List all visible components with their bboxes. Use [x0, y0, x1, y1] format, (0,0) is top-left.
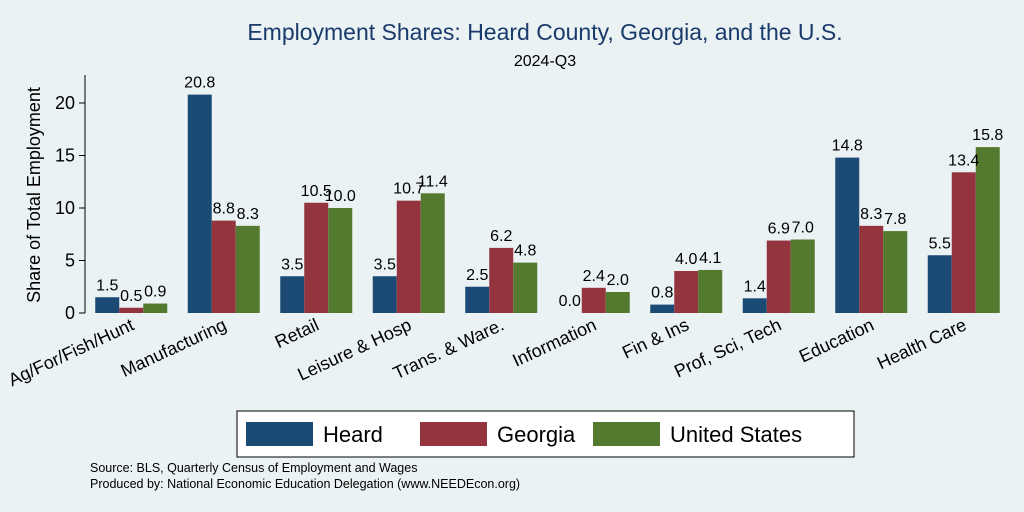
y-tick-label: 15	[55, 146, 75, 166]
data-label: 10.0	[325, 188, 356, 205]
data-label: 6.2	[490, 228, 512, 245]
data-label: 10.7	[393, 181, 424, 198]
legend-swatch	[420, 422, 487, 446]
data-label: 4.0	[675, 251, 697, 268]
bar	[211, 220, 236, 313]
legend-label: United States	[670, 422, 802, 447]
legend-swatch	[593, 422, 660, 446]
producer-note: Produced by: National Economic Education…	[90, 477, 520, 491]
bar	[280, 276, 305, 313]
data-label: 8.3	[860, 206, 882, 223]
bar	[650, 304, 675, 313]
data-label: 8.3	[237, 206, 259, 223]
data-label: 14.8	[832, 138, 863, 155]
legend-swatch	[246, 422, 313, 446]
category-label: Retail	[272, 314, 322, 352]
bar	[951, 172, 976, 313]
legend: Heard Georgia United States	[236, 410, 855, 458]
bar	[927, 255, 952, 313]
chart-subtitle: 2024-Q3	[514, 53, 576, 70]
bar	[119, 307, 144, 313]
data-label: 2.5	[466, 267, 488, 284]
chart-title: Employment Shares: Heard County, Georgia…	[247, 19, 842, 45]
legend-label: Heard	[323, 422, 383, 447]
y-axis-title: Share of Total Employment	[24, 87, 44, 303]
data-label: 2.4	[583, 268, 605, 285]
category-label: Fin & Ins	[619, 314, 692, 362]
bars	[95, 94, 1000, 313]
bar	[742, 298, 767, 313]
data-label: 2.0	[607, 272, 629, 289]
data-labels: 1.50.5 0.920.88.8 8.33.510.510.03.510.711.…	[96, 75, 1003, 310]
category-label: Ag/For/Fish/Hunt	[5, 314, 137, 390]
bar	[143, 303, 168, 313]
data-label: 11.4	[418, 173, 448, 190]
data-label: 3.5	[374, 256, 396, 273]
data-label: 0.9	[144, 284, 166, 301]
bar	[187, 94, 212, 313]
y-tick-label: 5	[65, 251, 75, 271]
data-label: 8.8	[213, 201, 235, 218]
bar	[235, 225, 260, 313]
bar	[835, 157, 860, 313]
bar	[396, 200, 421, 313]
bar	[674, 271, 699, 313]
data-label: 13.4	[948, 152, 979, 169]
data-label: 4.1	[699, 250, 721, 267]
data-label: 5.5	[929, 235, 951, 252]
bar	[513, 262, 538, 313]
bar	[975, 147, 1000, 313]
data-label: 0.0	[559, 293, 581, 310]
y-tick-label: 10	[55, 198, 75, 218]
bar	[605, 292, 630, 313]
bar	[420, 193, 445, 313]
bar	[95, 297, 120, 313]
category-label: Education	[796, 314, 877, 366]
y-tick-label: 0	[65, 303, 75, 323]
data-label: 0.5	[120, 288, 142, 305]
data-label: 1.5	[96, 277, 118, 294]
data-label: 20.8	[184, 75, 215, 92]
data-label: 3.5	[281, 256, 303, 273]
bar	[790, 239, 815, 313]
data-label: 7.8	[884, 211, 906, 228]
bar	[859, 225, 884, 313]
bar	[698, 269, 723, 313]
source-note: Source: BLS, Quarterly Census of Employm…	[90, 461, 417, 475]
bar	[883, 231, 908, 313]
bar	[489, 247, 514, 313]
data-label: 4.8	[514, 243, 536, 260]
bar	[372, 276, 397, 313]
bar	[465, 286, 490, 313]
category-label: Health Care	[874, 314, 970, 373]
data-label: 10.5	[301, 183, 332, 200]
bar	[581, 287, 606, 313]
legend-box	[236, 410, 855, 458]
data-label: 15.8	[972, 127, 1003, 144]
data-label: 1.4	[744, 278, 766, 295]
category-label: Information	[509, 314, 599, 370]
legend-label: Georgia	[497, 422, 576, 447]
data-label: 0.8	[651, 285, 673, 302]
bar	[304, 202, 329, 313]
bar	[766, 240, 791, 313]
data-label: 7.0	[792, 220, 814, 237]
bar	[328, 208, 353, 313]
y-tick-label: 20	[55, 93, 75, 113]
data-label: 6.9	[768, 221, 790, 238]
category-label: Manufacturing	[118, 314, 230, 380]
